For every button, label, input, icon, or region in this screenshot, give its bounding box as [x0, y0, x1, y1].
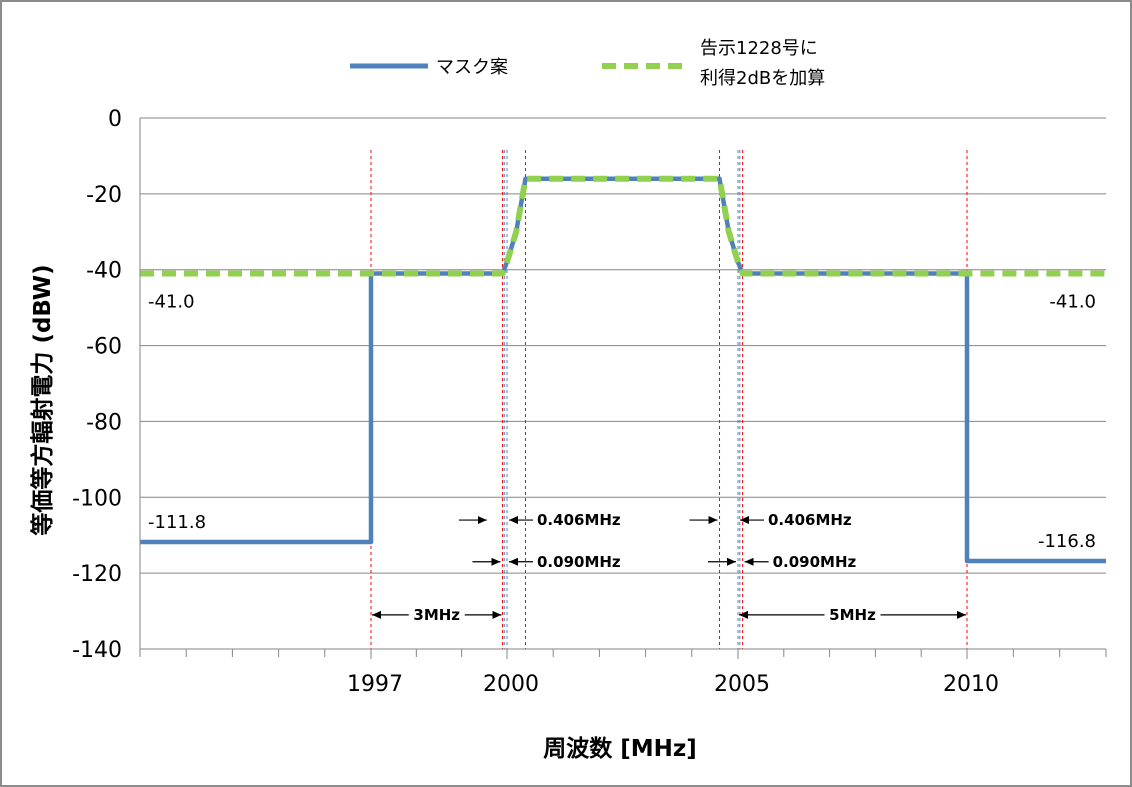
annotation-label: 5MHz — [829, 606, 876, 624]
y-tick-label: -20 — [86, 183, 122, 208]
legend-label: 利得2dBを加算 — [700, 68, 825, 89]
y-tick-label: 0 — [108, 107, 122, 132]
annotation-label: 0.090MHz — [773, 553, 857, 571]
label-layer: -41.0 -41.0 -111.8 -116.8 — [148, 292, 1096, 552]
y-tick-label: -40 — [86, 259, 122, 284]
annotation-layer: 0.406MHz 0.090MHz 0.406MHz 0.090MHz 3MHz 5MHz — [372, 511, 966, 624]
legend-label: マスク案 — [436, 57, 508, 78]
series-mask-line — [140, 176, 1106, 564]
legend-label: 告示1228号に — [700, 38, 818, 59]
y-tick-label: -100 — [72, 486, 122, 511]
x-tick-label: 1997 — [347, 672, 403, 697]
annotation-label: 0.090MHz — [537, 553, 621, 571]
axis-layer: 0 -20 -40 -60 -80 -100 -120 -140 1997 2000 2005 201… — [72, 107, 1107, 697]
series-layer — [140, 175, 1106, 564]
value-label: -41.0 — [148, 292, 195, 313]
y-tick-label: -80 — [86, 410, 122, 435]
marker-lines — [370, 150, 968, 649]
value-label: -116.8 — [1038, 531, 1096, 552]
value-label: -41.0 — [1049, 292, 1096, 313]
x-tick-label: 2010 — [943, 672, 999, 697]
annotation-label: 3MHz — [413, 606, 460, 624]
y-tick-label: -120 — [72, 562, 122, 587]
x-tick-label: 2000 — [483, 672, 539, 697]
y-tick-label: -140 — [72, 638, 122, 663]
x-axis-title: 周波数 [MHz] — [543, 736, 697, 762]
annotation-label: 0.406MHz — [537, 511, 621, 529]
y-axis-title: 等価等方輻射電力 (dBW) — [29, 264, 56, 535]
value-label: -111.8 — [148, 512, 206, 533]
annotation-label: 0.406MHz — [768, 511, 852, 529]
grid-layer — [140, 117, 1106, 650]
series-limit-line — [140, 175, 1106, 277]
x-tick-label: 2005 — [714, 672, 770, 697]
y-tick-label: -60 — [86, 335, 122, 360]
